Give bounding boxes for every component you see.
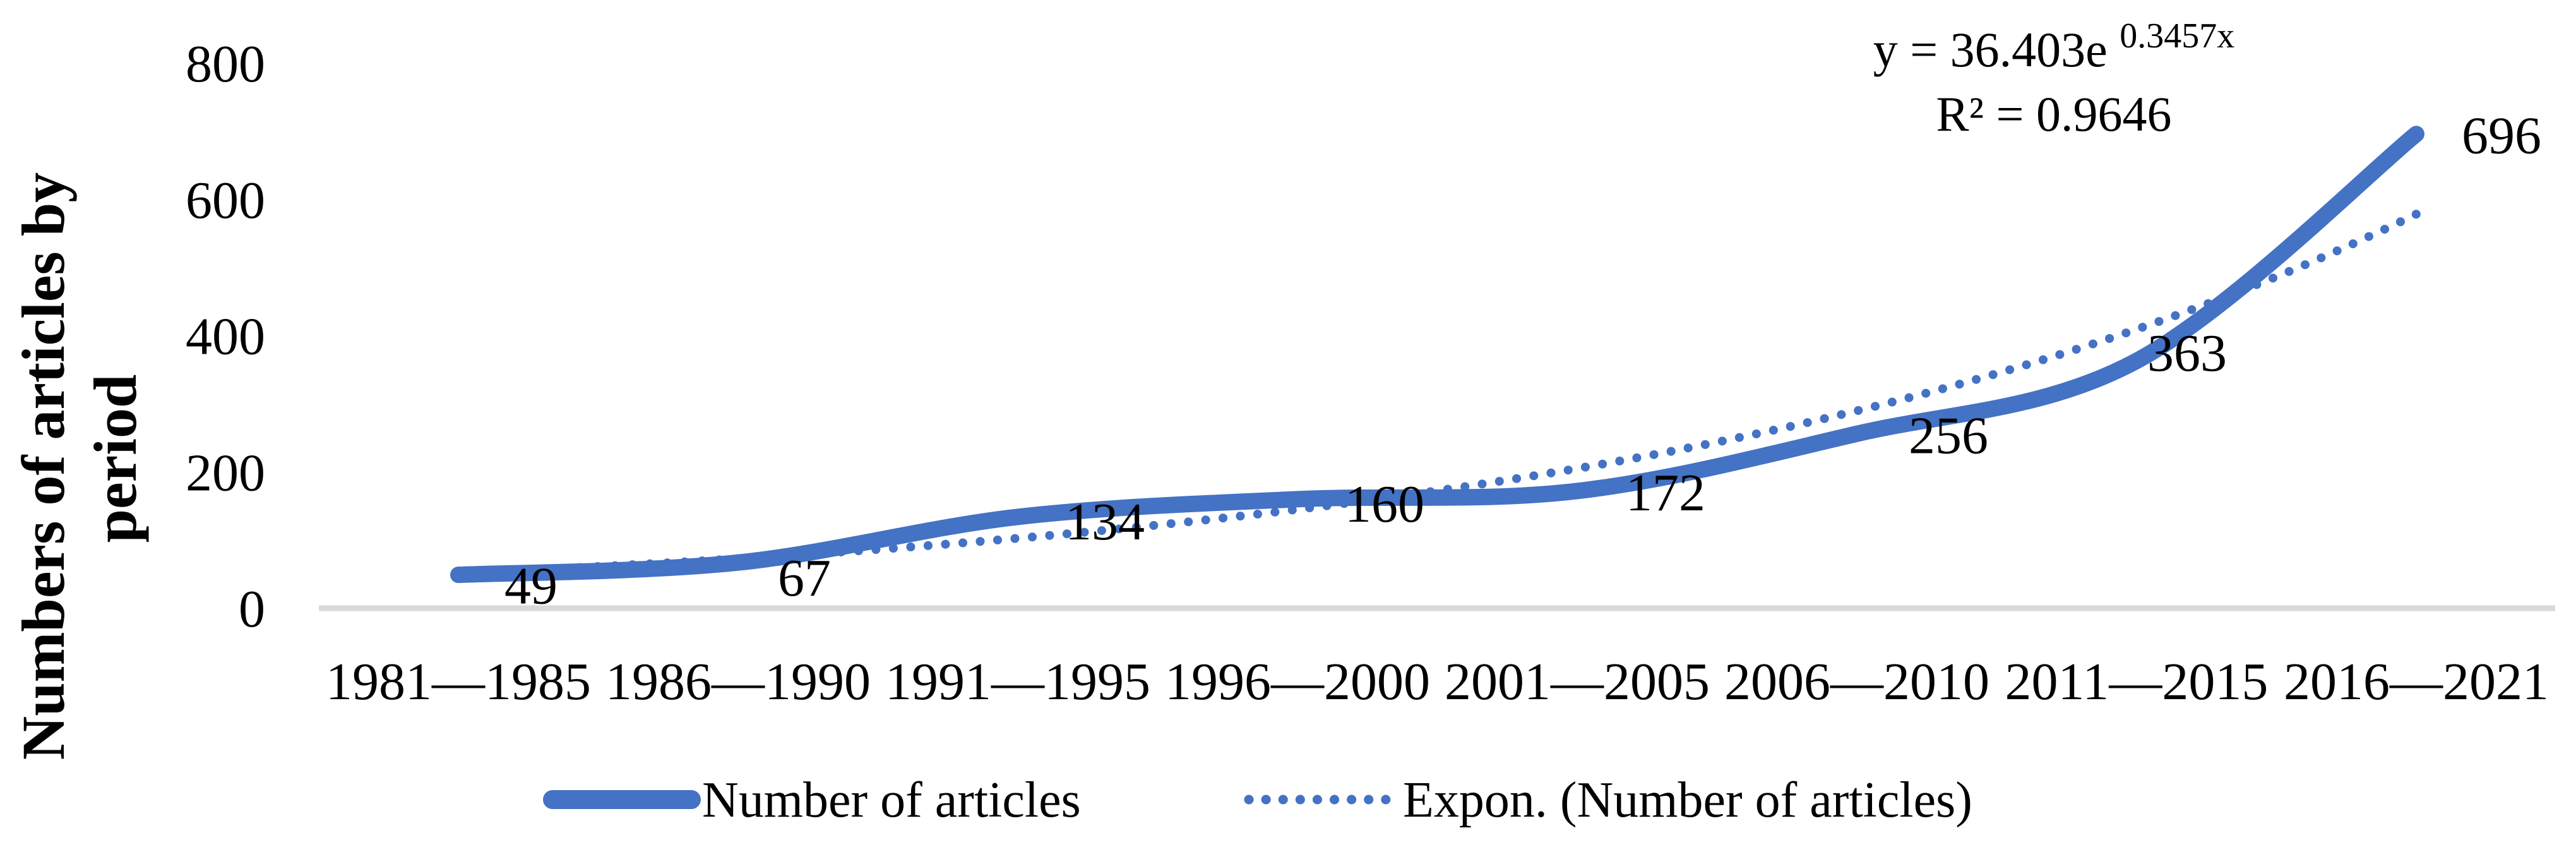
y-axis-title-line2: period: [81, 375, 149, 543]
data-point-label: 49: [504, 557, 558, 616]
x-axis-label: 2001—2005: [1445, 652, 1710, 711]
trendline-equation: y = 36.403e 0.3457x: [1873, 16, 2235, 77]
x-axis-category-labels: 1981—1985 1986—1990 1991—1995 1996—2000 2001…: [326, 652, 2549, 711]
y-axis-tick-label: 200: [186, 443, 265, 502]
x-axis-label: 1981—1985: [326, 652, 591, 711]
data-point-label: 67: [778, 549, 831, 608]
equation-base: y = 36.403e: [1873, 22, 2108, 77]
legend-label-expon: Expon. (Number of articles): [1403, 772, 1972, 828]
x-axis-label: 2016—2021: [2284, 652, 2549, 711]
y-axis-tick-label: 800: [186, 35, 265, 93]
data-point-label: 172: [1626, 464, 1705, 522]
data-point-label: 363: [2147, 324, 2227, 383]
y-axis-title: Numbers of articles by period: [9, 157, 149, 760]
y-axis-tick-label: 600: [186, 171, 265, 230]
data-point-labels: 49 67 134 160 172 256 363 696: [504, 107, 2541, 616]
y-axis-tick-label: 0: [239, 580, 265, 639]
exponential-trendline: [454, 210, 2421, 578]
legend-label-number-of-articles: Number of articles: [702, 772, 1081, 828]
data-point-label: 160: [1345, 475, 1424, 534]
x-axis-label: 1991—1995: [885, 652, 1150, 711]
data-point-label: 256: [1909, 406, 1988, 465]
data-point-label: 134: [1065, 493, 1145, 551]
y-axis-tick-labels: 0 200 400 600 800: [186, 35, 265, 639]
x-axis-label: 2006—2010: [1724, 652, 1989, 711]
equation-exponent: 0.3457x: [2120, 16, 2234, 56]
data-point-label: 696: [2462, 107, 2541, 165]
x-axis-label: 2011—2015: [2005, 652, 2269, 711]
number-of-articles-line: [450, 126, 2424, 584]
legend: Number of articles Expon. (Number of art…: [543, 772, 1972, 828]
x-axis-label: 1996—2000: [1165, 652, 1430, 711]
y-axis-tick-label: 400: [186, 308, 265, 366]
x-axis-label: 1986—1990: [605, 652, 871, 711]
y-axis-title-line1: Numbers of articles by: [9, 172, 77, 760]
r-squared-label: R² = 0.9646: [1936, 87, 2172, 141]
